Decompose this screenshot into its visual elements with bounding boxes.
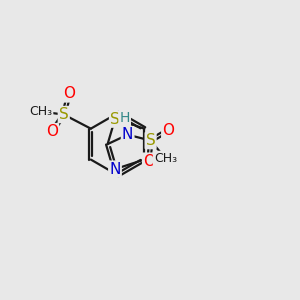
- Text: H: H: [119, 112, 130, 125]
- Text: N: N: [122, 127, 133, 142]
- Text: CH₃: CH₃: [154, 152, 177, 165]
- Text: O: O: [63, 86, 75, 101]
- Text: S: S: [59, 107, 69, 122]
- Text: S: S: [110, 112, 120, 127]
- Text: O: O: [162, 123, 174, 138]
- Text: N: N: [109, 162, 121, 177]
- Text: CH₃: CH₃: [29, 105, 52, 118]
- Text: O: O: [143, 154, 155, 169]
- Text: S: S: [146, 133, 155, 148]
- Text: O: O: [46, 124, 58, 139]
